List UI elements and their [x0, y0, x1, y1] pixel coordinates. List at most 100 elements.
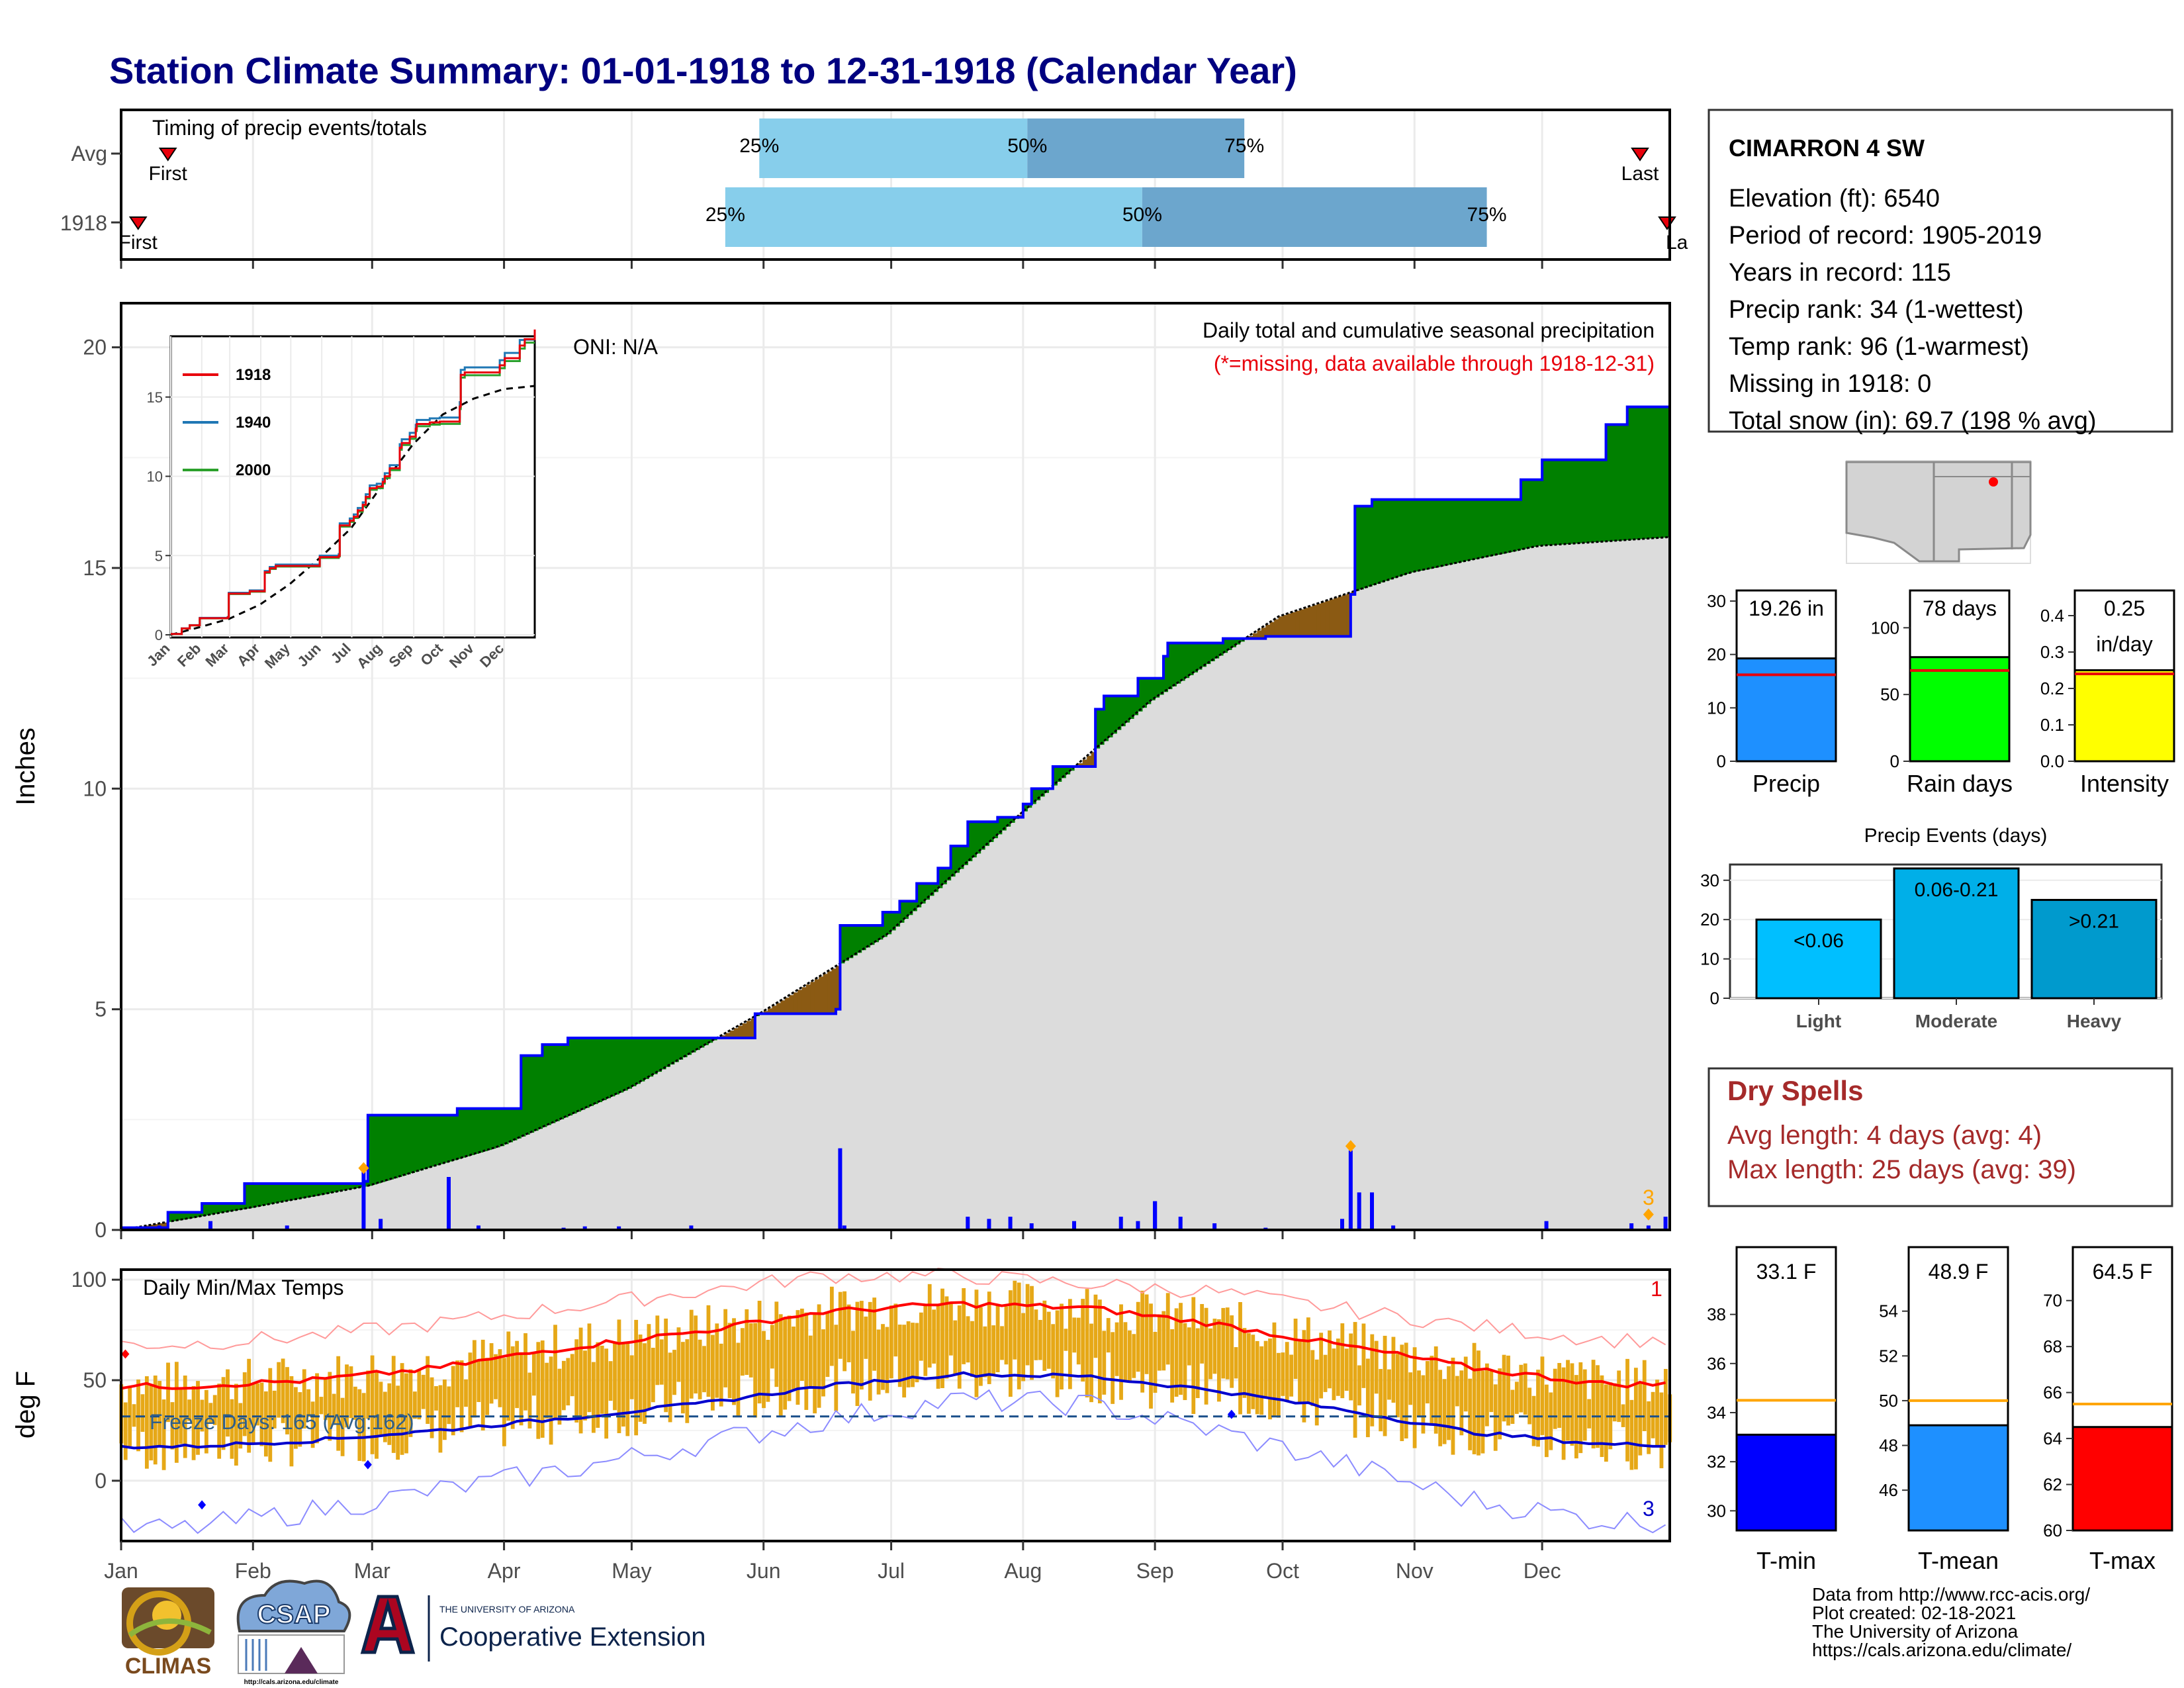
above-normal-band: [1665, 406, 1670, 538]
above-normal-band: [1602, 459, 1607, 542]
daily-temp-bar: [1600, 1375, 1604, 1458]
daily-temp-bar: [1298, 1340, 1302, 1403]
dry-spells-box: Dry Spells Avg length: 4 days (avg: 4) M…: [1707, 1067, 2173, 1207]
above-normal-band: [1661, 406, 1666, 538]
daily-temp-bar: [421, 1374, 426, 1409]
summary-y-tick-label: 0: [1890, 751, 1899, 771]
daily-temp-bar: [1276, 1352, 1281, 1418]
daily-temp-bar: [442, 1380, 447, 1440]
daily-temp-bar: [1251, 1335, 1255, 1409]
temp-summary-bar: [1907, 1424, 2009, 1532]
daily-temp-bar: [953, 1320, 958, 1375]
daily-temp-bar: [1365, 1358, 1370, 1438]
below-normal-band: [776, 1003, 782, 1014]
ua-big-text: Cooperative Extension: [439, 1622, 705, 1652]
dry-spells-avg: Avg length: 4 days (avg: 4): [1727, 1121, 2042, 1150]
daily-temp-bar: [247, 1358, 251, 1453]
daily-temp-bar: [1379, 1369, 1383, 1432]
station-info-line: Missing in 1918: 0: [1729, 370, 1931, 398]
below-normal-band: [1278, 616, 1283, 637]
above-normal-band: [976, 821, 981, 854]
above-normal-band: [704, 1038, 709, 1045]
daily-temp-bar: [1540, 1356, 1545, 1435]
daily-temp-bar: [876, 1329, 881, 1395]
daily-temp-bar: [591, 1362, 596, 1433]
summary-y-tick-label: 30: [1707, 591, 1726, 611]
timing-row-avg-label: Avg: [71, 142, 107, 165]
above-normal-band: [1218, 643, 1224, 656]
above-normal-band: [929, 883, 934, 896]
daily-temp-bar: [1536, 1370, 1540, 1447]
above-normal-band: [1376, 499, 1381, 584]
daily-temp-bar: [1060, 1303, 1064, 1390]
inset-legend-label: 2000: [236, 461, 271, 479]
above-normal-band: [300, 1184, 305, 1199]
daily-temp-bar: [783, 1317, 788, 1410]
inset-y-tick-label: 10: [147, 469, 163, 485]
below-normal-band: [1304, 608, 1309, 637]
daily-temp-bar: [306, 1389, 311, 1417]
daily-temp-bar: [502, 1358, 506, 1446]
daily-temp-bar: [817, 1304, 821, 1408]
above-normal-band: [1236, 638, 1241, 645]
daily-temp-bar: [557, 1368, 562, 1425]
above-normal-band: [899, 901, 905, 923]
above-normal-band: [1406, 499, 1411, 574]
daily-temp-bar: [1417, 1370, 1421, 1417]
above-normal-band: [419, 1115, 424, 1171]
daily-temp-bar: [1447, 1366, 1451, 1440]
above-normal-band: [857, 925, 862, 953]
above-normal-band: [1150, 678, 1156, 700]
above-normal-band: [270, 1184, 275, 1204]
above-normal-band: [1223, 638, 1228, 653]
below-normal-band: [1291, 612, 1296, 637]
above-normal-band: [653, 1038, 658, 1074]
above-normal-band: [172, 1212, 177, 1221]
above-normal-band: [1618, 424, 1623, 541]
above-normal-band: [406, 1115, 411, 1174]
daily-temp-bar: [387, 1383, 392, 1445]
above-normal-band: [1023, 804, 1028, 812]
above-normal-band: [516, 1108, 522, 1139]
daily-temp-bar: [1144, 1294, 1149, 1374]
daily-temp-bar: [600, 1345, 604, 1414]
daily-temp-bar: [778, 1314, 783, 1416]
below-normal-band: [806, 984, 811, 1014]
daily-temp-bar: [489, 1343, 494, 1404]
above-normal-band: [1580, 459, 1586, 543]
daily-temp-bar: [1596, 1365, 1600, 1448]
above-normal-band: [572, 1038, 577, 1114]
daily-temp-bar: [196, 1381, 200, 1455]
below-normal-band: [1274, 619, 1279, 637]
daily-precip-bar: [689, 1225, 694, 1230]
last-event-label: Last: [1621, 163, 1659, 185]
daily-temp-bar: [281, 1358, 285, 1423]
daily-temp-bar: [132, 1404, 136, 1427]
above-normal-band: [1521, 479, 1526, 549]
daily-temp-bar: [694, 1315, 698, 1394]
above-normal-band: [1120, 696, 1126, 727]
daily-precip-bar: [1646, 1225, 1651, 1230]
daily-temp-bar: [1570, 1363, 1574, 1446]
daily-temp-bar: [1612, 1383, 1617, 1422]
daily-temp-bar: [1430, 1356, 1434, 1425]
record-temp-marker: [363, 1460, 372, 1470]
daily-precip-bar: [1663, 1217, 1668, 1230]
below-normal-band: [810, 982, 815, 1014]
above-normal-band: [665, 1038, 670, 1067]
above-normal-band: [525, 1055, 530, 1135]
above-normal-band: [427, 1115, 432, 1168]
daily-temp-bar: [889, 1305, 893, 1379]
record-high-count: 1: [1651, 1277, 1662, 1301]
daily-temp-bar: [604, 1348, 609, 1439]
month-label: Jan: [104, 1559, 138, 1583]
first-event-marker: [128, 216, 148, 230]
daily-temp-bar: [1017, 1282, 1021, 1389]
temp-y-tick-label: 100: [71, 1268, 107, 1291]
daily-temp-bar: [1387, 1369, 1391, 1400]
above-normal-band: [470, 1108, 475, 1155]
inset-average-line: [170, 385, 535, 636]
daily-temp-bar: [770, 1325, 774, 1369]
events-y-tick-label: 0: [1710, 988, 1719, 1008]
